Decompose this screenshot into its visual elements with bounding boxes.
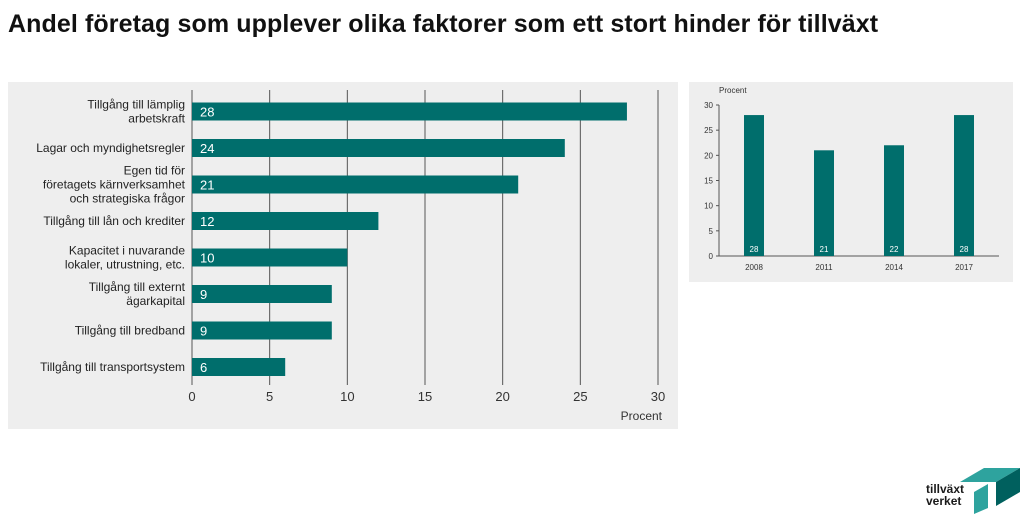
bar xyxy=(954,115,974,256)
data-label: 21 xyxy=(820,245,829,254)
x-tick-label: 25 xyxy=(573,389,587,404)
data-label: 6 xyxy=(200,360,207,375)
x-tick-label: 2014 xyxy=(885,263,903,272)
category-label: Tillgång till transportsystem xyxy=(40,360,185,374)
category-label: Tillgång till lämplig xyxy=(87,98,185,112)
x-tick-label: 10 xyxy=(340,389,354,404)
bar xyxy=(814,150,834,256)
y-tick-label: 30 xyxy=(704,101,713,110)
data-label: 28 xyxy=(200,105,214,120)
x-tick-label: 2008 xyxy=(745,263,763,272)
logo-mark-icon xyxy=(960,468,1020,514)
bar xyxy=(192,102,627,121)
bar xyxy=(192,285,332,303)
category-label: Tillgång till bredband xyxy=(75,324,185,338)
category-label: lokaler, utrustning, etc. xyxy=(65,258,185,272)
category-label: Kapacitet i nuvarande xyxy=(69,244,185,258)
x-tick-label: 2017 xyxy=(955,263,973,272)
data-label: 21 xyxy=(200,178,214,193)
y-tick-label: 20 xyxy=(704,151,713,160)
y-tick-label: 0 xyxy=(709,252,714,261)
category-label: Egen tid för xyxy=(124,164,185,178)
horizontal-bar-chart: 0 5 10 15 20 25 30 Procent 28 Tillgång till lämpl… xyxy=(36,90,665,423)
category-label: arbetskraft xyxy=(128,112,185,126)
x-tick-label: 2011 xyxy=(815,263,833,272)
category-label: ägarkapital xyxy=(126,294,185,308)
logo-line-2: verket xyxy=(926,494,962,508)
category-label: Tillgång till lån och krediter xyxy=(43,214,185,228)
data-label: 24 xyxy=(200,141,214,156)
bar xyxy=(192,175,519,194)
y-tick-label: 10 xyxy=(704,202,713,211)
bar xyxy=(192,358,286,376)
x-tick-label: 0 xyxy=(188,389,195,404)
category-label: och strategiska frågor xyxy=(70,192,185,206)
data-label: 12 xyxy=(200,214,214,229)
y-tick-label: 15 xyxy=(704,177,713,186)
x-tick-label: 5 xyxy=(266,389,273,404)
data-label: 10 xyxy=(200,251,214,266)
bar xyxy=(192,139,565,157)
bar xyxy=(192,321,332,340)
x-axis-label: Procent xyxy=(621,409,663,423)
y-axis-label: Procent xyxy=(719,86,747,95)
data-label: 9 xyxy=(200,287,207,302)
x-tick-label: 20 xyxy=(495,389,509,404)
data-label: 22 xyxy=(890,245,899,254)
bar xyxy=(192,248,348,267)
bar xyxy=(192,212,379,230)
bar xyxy=(744,115,764,256)
vertical-bar-chart: 0 5 10 15 20 25 30 Procent 28 2008 21 2011 22 2014 28 2… xyxy=(704,86,999,272)
tillvaxtverket-logo: tillväxt verket xyxy=(926,466,1022,514)
y-tick-label: 25 xyxy=(704,126,713,135)
vertical-bar-chart-panel: 0 5 10 15 20 25 30 Procent 28 2008 21 2011 22 2014 28 2… xyxy=(689,82,1013,282)
logo-line-1: tillväxt xyxy=(926,482,965,496)
bar xyxy=(884,145,904,256)
data-label: 28 xyxy=(960,245,969,254)
x-tick-label: 15 xyxy=(418,389,432,404)
category-label: Lagar och myndighetsregler xyxy=(36,141,185,155)
page-title: Andel företag som upplever olika faktore… xyxy=(8,10,879,38)
y-tick-label: 5 xyxy=(709,227,714,236)
category-label: Tillgång till externt xyxy=(89,280,186,294)
horizontal-bar-chart-panel: 0 5 10 15 20 25 30 Procent 28 Tillgång till lämpl… xyxy=(8,82,678,429)
data-label: 9 xyxy=(200,324,207,339)
category-label: företagets kärnverksamhet xyxy=(43,178,186,192)
logo-wordmark: tillväxt verket xyxy=(926,483,964,507)
x-tick-label: 30 xyxy=(651,389,665,404)
data-label: 28 xyxy=(750,245,759,254)
